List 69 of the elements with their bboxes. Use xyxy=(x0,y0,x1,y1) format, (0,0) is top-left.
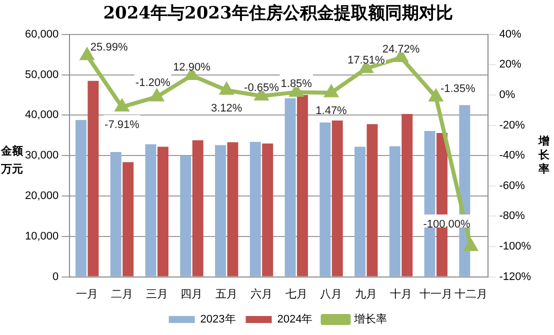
y-tick-label: 50,000 xyxy=(24,68,59,81)
bar xyxy=(284,98,296,276)
point xyxy=(324,86,338,98)
bar xyxy=(402,114,413,276)
chart-title: 2024年与2023年住房公积金提取额同期对比 xyxy=(103,4,453,24)
x-tick-label: 五月 xyxy=(216,288,238,300)
bar xyxy=(122,162,134,276)
y-tick-label: 60,000 xyxy=(24,28,59,40)
data-label: -1.20% xyxy=(135,76,170,89)
data-label: 1.85% xyxy=(280,78,312,90)
y-tick-label: 20,000 xyxy=(24,190,59,202)
bar xyxy=(332,120,343,276)
point xyxy=(116,100,128,112)
bar xyxy=(180,156,192,276)
legend-label: 2024年 xyxy=(277,314,313,326)
y2-tick-label: -60% xyxy=(499,180,526,192)
bar xyxy=(110,152,122,276)
y2-tick-label: -120% xyxy=(499,270,532,283)
y-axis-title: 金额万元 xyxy=(0,144,24,176)
y2-tick-label: 0% xyxy=(499,89,516,102)
data-label: -0.65% xyxy=(244,82,280,94)
y2-tick-label: -40% xyxy=(499,150,526,162)
bar xyxy=(366,124,378,276)
y2-tick-label: -80% xyxy=(499,210,526,222)
y-tick-label: 40,000 xyxy=(24,109,59,122)
x-tick-label: 四月 xyxy=(180,288,203,300)
data-label: 3.12% xyxy=(211,102,242,114)
data-label: -100.00% xyxy=(423,218,471,231)
bar xyxy=(262,143,274,276)
x-tick-label: 七月 xyxy=(285,287,308,300)
x-tick-label: 二月 xyxy=(110,288,133,300)
x-tick-label: 八月 xyxy=(320,288,342,300)
bar xyxy=(215,145,226,276)
x-tick-label: 九月 xyxy=(355,287,378,300)
y2-tick-label: -20% xyxy=(499,119,526,132)
data-label: 17.51% xyxy=(347,54,385,67)
bar xyxy=(192,140,204,276)
bar xyxy=(250,142,261,276)
y-tick-label: 10,000 xyxy=(24,230,59,242)
x-tick-label: 十一月 xyxy=(419,287,452,300)
data-label: 24.72% xyxy=(382,44,420,56)
bar xyxy=(75,120,86,276)
bar xyxy=(296,95,308,276)
bar xyxy=(389,146,400,276)
bar xyxy=(145,144,156,276)
y2-axis-title: 增长率 xyxy=(538,134,550,176)
x-tick-label: 十二月 xyxy=(454,287,488,300)
point xyxy=(464,240,478,251)
y2-tick-label: 40% xyxy=(499,28,522,40)
bar xyxy=(354,146,366,276)
bar xyxy=(320,122,331,276)
x-tick-label: 一月 xyxy=(76,288,98,300)
data-label: -1.35% xyxy=(440,83,476,96)
bar xyxy=(157,146,168,276)
y-tick-label: 30,000 xyxy=(24,150,59,162)
bar xyxy=(227,142,238,276)
y2-tick-label: -100% xyxy=(499,240,532,253)
x-tick-label: 三月 xyxy=(146,288,168,300)
x-tick-label: 十月 xyxy=(390,287,412,300)
data-label: 12.90% xyxy=(173,61,211,74)
x-tick-label: 六月 xyxy=(250,287,272,300)
data-label: 25.99% xyxy=(90,42,128,54)
bar xyxy=(88,80,99,276)
y-tick-label: 0 xyxy=(52,270,59,283)
data-label: -7.91% xyxy=(104,119,140,132)
legend-label: 2023年 xyxy=(200,314,236,326)
y2-tick-label: 20% xyxy=(499,58,522,71)
data-label: 1.47% xyxy=(316,104,348,117)
legend-label: 增长率 xyxy=(353,312,388,326)
